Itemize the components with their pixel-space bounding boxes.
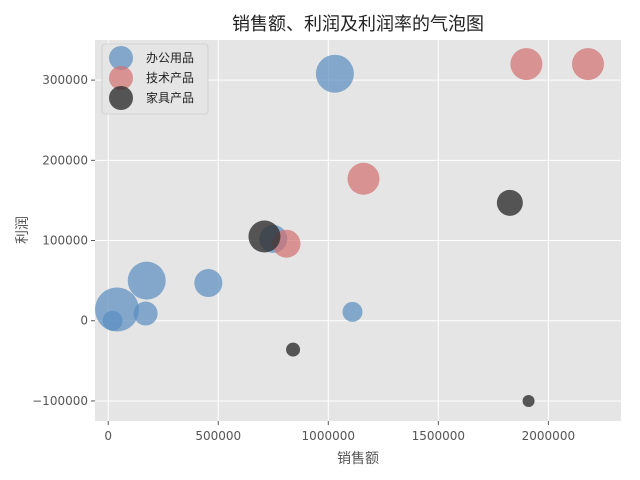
x-ticks: 0 500000 1000000 1500000 2000000 (104, 421, 575, 443)
y-tick-label: 300000 (42, 73, 88, 87)
x-tick-label: 2000000 (522, 429, 575, 443)
legend-label: 家具产品 (146, 90, 194, 105)
legend-marker (109, 86, 133, 110)
bubble-series-0 (95, 287, 140, 332)
legend-marker (109, 66, 133, 90)
bubble-series-0 (127, 261, 166, 300)
legend-marker (109, 46, 133, 70)
y-tick-label: 100000 (42, 234, 88, 248)
bubble-series-1 (510, 48, 543, 81)
legend-label: 技术产品 (146, 71, 194, 85)
bubble-series-2 (522, 394, 535, 407)
x-tick-label: 1500000 (412, 429, 465, 443)
bubble-series-0 (133, 301, 158, 326)
bubble-series-0 (315, 54, 354, 93)
bubbles (95, 48, 604, 407)
bubble-series-1 (571, 48, 604, 81)
bubble-series-1 (347, 162, 380, 195)
y-tick-label: 200000 (42, 153, 88, 167)
grid (95, 40, 621, 421)
chart-title: 销售额、利润及利润率的气泡图 (232, 14, 484, 35)
y-tick-label: 0 (80, 314, 88, 328)
legend-label: 办公用品 (146, 50, 194, 65)
y-axis-label: 利润 (15, 216, 31, 244)
x-tick-label: 1000000 (302, 429, 355, 443)
bubble-series-2 (286, 342, 301, 357)
y-ticks: −100000 0 100000 200000 300000 (32, 73, 95, 408)
x-tick-label: 500000 (195, 429, 241, 443)
x-tick-label: 0 (104, 429, 112, 443)
bubble-series-0 (342, 301, 363, 322)
y-tick-label: −100000 (32, 394, 88, 408)
bubble-series-2 (496, 189, 523, 216)
bubble-series-2 (248, 220, 281, 253)
bubble-series-0 (194, 269, 223, 298)
x-axis-label: 销售额 (337, 451, 379, 467)
